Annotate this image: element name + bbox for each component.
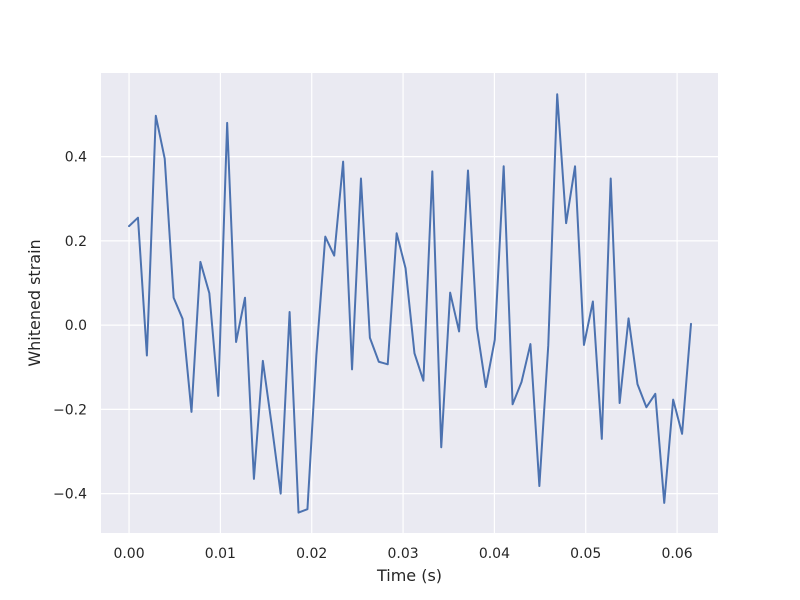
y-tick-label: −0.2 bbox=[53, 402, 87, 418]
y-tick-labels: −0.4 −0.2 0.0 0.2 0.4 bbox=[53, 150, 87, 503]
x-tick-label: 0.04 bbox=[479, 546, 510, 562]
x-axis-label: Time (s) bbox=[376, 566, 442, 585]
y-tick-label: 0.4 bbox=[65, 150, 87, 166]
y-tick-label: 0.2 bbox=[65, 234, 87, 250]
x-tick-label: 0.00 bbox=[113, 546, 144, 562]
x-tick-label: 0.05 bbox=[570, 546, 601, 562]
x-tick-label: 0.01 bbox=[205, 546, 236, 562]
y-tick-label: −0.4 bbox=[53, 487, 87, 503]
y-tick-label: 0.0 bbox=[65, 318, 87, 334]
y-axis-label: Whitened strain bbox=[25, 239, 44, 366]
x-tick-labels: 0.00 0.01 0.02 0.03 0.04 0.05 0.06 bbox=[113, 546, 692, 562]
strain-series-line bbox=[128, 93, 692, 514]
series-group bbox=[128, 93, 692, 514]
x-tick-label: 0.02 bbox=[296, 546, 327, 562]
x-tick-label: 0.06 bbox=[661, 546, 692, 562]
x-tick-label: 0.03 bbox=[387, 546, 418, 562]
